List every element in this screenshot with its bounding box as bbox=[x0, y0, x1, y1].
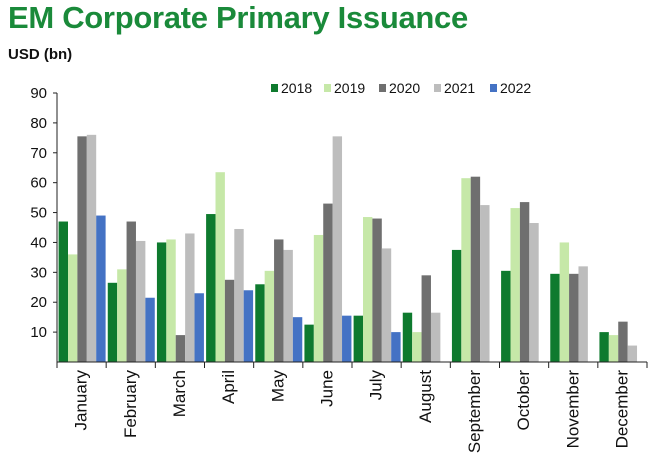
y-axis-unit-label: USD (bn) bbox=[8, 46, 73, 63]
bar-2020-april bbox=[224, 279, 235, 362]
x-category-label: May bbox=[268, 370, 287, 403]
legend-label-2021: 2021 bbox=[444, 80, 475, 96]
legend-swatch-2022 bbox=[490, 84, 497, 92]
bar-2020-january bbox=[77, 136, 87, 362]
bar-2019-october bbox=[510, 208, 520, 362]
y-tick-label: 70 bbox=[30, 145, 47, 162]
bar-2018-october bbox=[501, 270, 511, 362]
x-category-label: August bbox=[416, 370, 435, 423]
chart-title: EM Corporate Primary Issuance bbox=[8, 0, 468, 35]
bar-2019-december bbox=[608, 335, 619, 362]
x-category-label: September bbox=[465, 370, 484, 453]
bar-2019-april bbox=[215, 172, 225, 362]
bar-2018-september bbox=[451, 249, 462, 362]
bar-2019-may bbox=[264, 270, 275, 362]
bar-2019-march bbox=[166, 239, 176, 362]
bar-2021-september bbox=[480, 205, 490, 362]
x-category-label: January bbox=[72, 370, 91, 431]
bar-2020-june bbox=[323, 203, 333, 362]
bar-2018-march bbox=[156, 242, 167, 362]
bar-2020-may bbox=[274, 239, 284, 362]
bar-2022-march bbox=[194, 293, 204, 362]
legend-label-2020: 2020 bbox=[389, 80, 420, 96]
bar-2021-may bbox=[283, 249, 293, 362]
bar-2021-february bbox=[135, 240, 146, 362]
legend-swatch-2021 bbox=[434, 84, 441, 92]
bar-2018-may bbox=[255, 284, 265, 362]
x-category-label: June bbox=[317, 370, 336, 407]
bar-2021-july bbox=[381, 248, 392, 362]
bar-2021-june bbox=[332, 136, 343, 362]
y-tick-label: 20 bbox=[30, 294, 47, 311]
bar-2018-november bbox=[550, 273, 560, 362]
y-tick-label: 90 bbox=[30, 85, 47, 102]
bar-2021-october bbox=[529, 223, 539, 362]
bar-2018-june bbox=[304, 324, 314, 362]
x-category-label: March bbox=[170, 370, 189, 417]
x-category-label: November bbox=[563, 370, 582, 449]
x-category-label: April bbox=[219, 370, 238, 404]
x-category-label: July bbox=[367, 370, 386, 401]
x-category-label: October bbox=[514, 370, 533, 431]
bar-2020-september bbox=[470, 176, 481, 362]
bar-2020-august bbox=[421, 275, 431, 362]
x-category-label: December bbox=[612, 370, 631, 449]
bar-2020-december bbox=[618, 321, 628, 362]
bar-2020-october bbox=[519, 202, 530, 362]
bar-2019-november bbox=[559, 242, 570, 362]
bar-2022-april bbox=[243, 290, 254, 362]
bar-2021-august bbox=[430, 312, 441, 362]
bar-2022-january bbox=[96, 215, 106, 362]
bar-2022-may bbox=[292, 317, 303, 362]
legend-label-2022: 2022 bbox=[500, 80, 531, 96]
y-tick-label: 80 bbox=[30, 115, 47, 132]
bar-2020-july bbox=[372, 218, 382, 362]
y-tick-label: 60 bbox=[30, 175, 47, 192]
legend-label-2018: 2018 bbox=[281, 80, 312, 96]
bar-2019-september bbox=[461, 178, 471, 362]
bar-2018-february bbox=[107, 282, 118, 362]
legend-swatch-2020 bbox=[379, 84, 386, 92]
bar-2018-july bbox=[353, 315, 363, 362]
y-tick-label: 30 bbox=[30, 264, 47, 281]
bar-2018-april bbox=[206, 214, 216, 362]
bar-2018-december bbox=[599, 332, 609, 362]
y-tick-label: 50 bbox=[30, 205, 47, 222]
bar-2022-june bbox=[342, 315, 352, 362]
legend-label-2019: 2019 bbox=[334, 80, 365, 96]
bar-2020-february bbox=[126, 221, 136, 362]
bar-2022-july bbox=[391, 332, 401, 362]
bar-2018-august bbox=[402, 312, 413, 362]
bar-2020-march bbox=[175, 335, 186, 362]
legend-swatch-2019 bbox=[324, 84, 331, 92]
bar-2021-january bbox=[86, 134, 97, 362]
bar-2019-july bbox=[363, 217, 373, 362]
bar-2019-january bbox=[68, 254, 78, 362]
bar-2019-february bbox=[117, 269, 127, 362]
y-tick-label: 40 bbox=[30, 234, 47, 251]
bar-2021-november bbox=[578, 266, 588, 362]
bar-2021-march bbox=[185, 233, 195, 362]
legend-swatch-2018 bbox=[271, 84, 278, 92]
bar-2021-april bbox=[234, 228, 244, 362]
bar-2019-august bbox=[412, 332, 422, 362]
bar-2018-january bbox=[58, 221, 68, 362]
x-category-label: February bbox=[121, 370, 140, 439]
bar-2019-june bbox=[313, 234, 324, 362]
bar-2022-february bbox=[145, 297, 155, 362]
bar-2021-december bbox=[627, 345, 638, 362]
bar-2020-november bbox=[569, 273, 579, 362]
y-tick-label: 10 bbox=[30, 324, 47, 341]
